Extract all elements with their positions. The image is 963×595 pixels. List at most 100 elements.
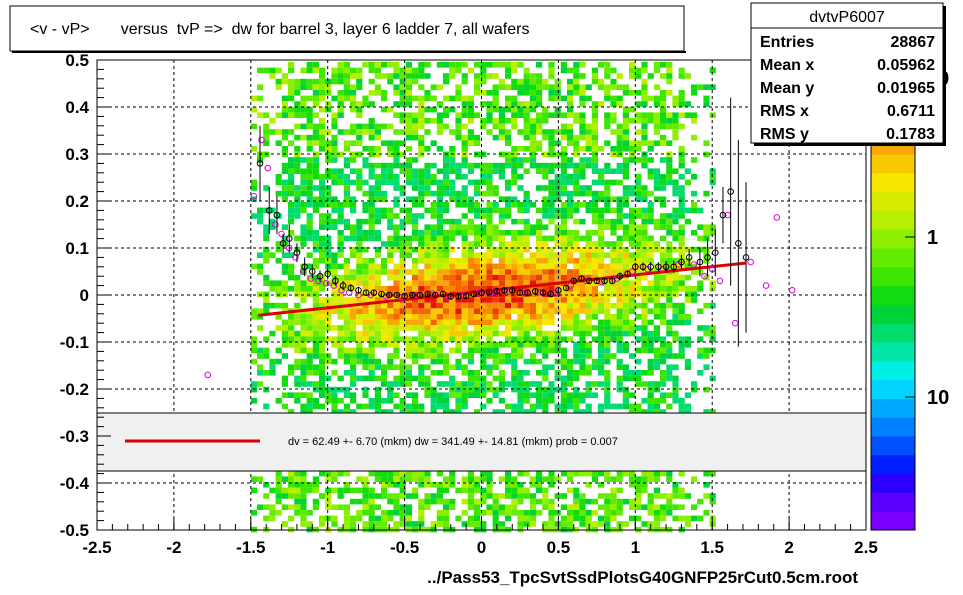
density-cell [325,213,332,219]
density-cell [418,230,425,236]
density-cell [331,274,338,281]
density-cell [455,190,462,197]
density-cell [691,246,698,253]
density-cell [585,129,592,135]
density-cell [486,330,493,337]
density-cell [635,409,642,415]
density-cell [300,202,307,208]
density-cell [598,235,605,242]
density-cell [560,162,567,169]
density-cell [573,358,580,365]
density-cell [362,375,369,382]
density-cell [362,258,369,264]
density-cell [560,202,567,208]
density-cell [387,258,394,264]
density-cell [486,258,493,264]
density-cell [560,302,567,309]
density-cell [660,302,667,309]
density-cell [598,504,605,510]
density-cell [647,112,654,118]
density-cell [288,319,295,326]
density-cell [350,274,357,281]
density-cell [548,62,555,68]
density-cell [455,118,462,124]
density-cell [554,235,561,242]
density-cell [381,196,388,202]
density-cell [412,353,419,359]
density-cell [374,286,381,292]
density-cell [368,398,375,404]
density-cell [399,325,406,331]
density-cell [697,84,704,90]
density-cell [641,224,648,230]
density-cell [480,347,487,354]
density-cell [610,67,617,74]
density-cell [300,67,307,74]
density-cell [306,84,313,90]
density-cell [368,196,375,202]
density-cell [573,386,580,393]
density-cell [480,302,487,309]
density-cell [467,101,474,107]
density-cell [281,403,288,410]
density-cell [511,409,518,415]
density-cell [331,207,338,214]
density-cell [622,364,629,370]
density-cell [393,196,400,202]
density-cell [492,84,499,90]
density-cell [604,224,611,230]
density-cell [604,112,611,118]
density-cell [660,319,667,326]
density-cell [629,218,636,225]
density-cell [672,381,679,387]
density-cell [653,196,660,202]
density-cell [629,392,636,398]
density-cell [325,297,332,303]
density-cell [399,476,406,482]
density-cell [474,269,481,275]
density-cell [436,129,443,135]
density-cell [529,90,536,96]
density-cell [350,90,357,96]
density-cell [368,274,375,281]
density-cell [511,67,518,74]
density-cell [368,330,375,337]
density-cell [647,476,654,482]
density-cell [325,190,332,197]
density-cell [635,280,642,286]
density-cell [604,95,611,102]
density-cell [405,78,412,85]
density-cell [616,95,623,102]
density-cell [312,162,319,169]
density-cell [598,291,605,298]
density-cell [542,263,549,270]
profile-point [532,287,539,295]
density-cell [604,185,611,191]
density-cell [436,515,443,522]
density-cell [523,398,530,404]
density-cell [560,224,567,230]
density-cell [604,162,611,169]
density-cell [511,375,518,382]
density-cell [455,398,462,404]
density-cell [461,381,468,387]
profile-point-magenta [264,164,272,172]
density-cell [548,202,555,208]
density-cell [604,375,611,382]
density-cell [443,403,450,410]
density-cell [567,336,574,342]
density-cell [356,342,363,348]
density-cell [529,252,536,258]
density-cell [647,207,654,214]
density-cell [591,263,598,270]
density-cell [672,112,679,118]
density-cell [356,151,363,158]
density-cell [362,302,369,309]
density-cell [418,364,425,370]
density-cell [480,498,487,505]
density-cell [529,269,536,275]
density-cell [319,521,326,527]
density-cell [529,224,536,230]
density-cell [684,409,691,415]
density-cell [418,73,425,79]
